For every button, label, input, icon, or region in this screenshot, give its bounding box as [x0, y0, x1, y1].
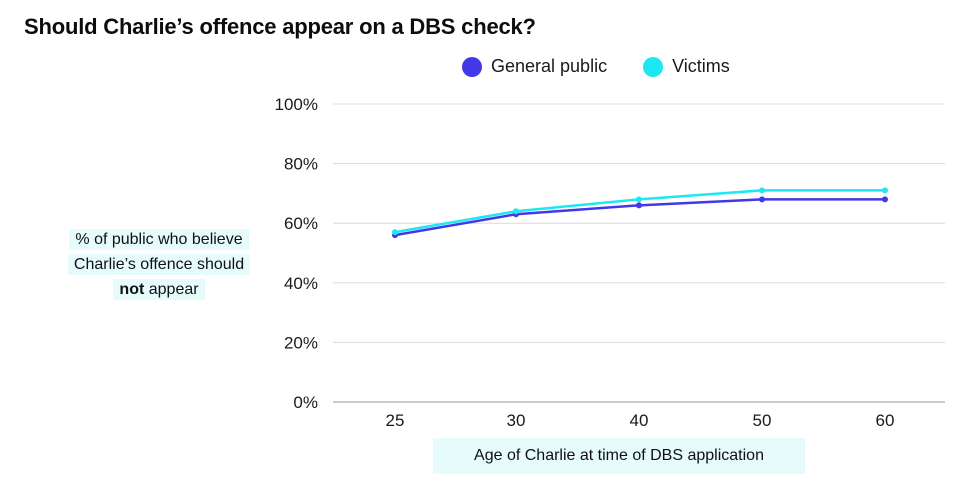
- y-axis-label-line1: % of public who believe: [69, 229, 249, 250]
- y-tick-label: 60%: [284, 214, 318, 233]
- data-point-general-public: [882, 196, 888, 203]
- legend-item-general-public: General public: [462, 56, 607, 77]
- x-tick-label: 50: [753, 411, 772, 430]
- data-point-victims: [636, 196, 642, 203]
- data-point-general-public: [759, 196, 765, 203]
- data-point-victims: [759, 187, 765, 194]
- data-point-general-public: [636, 202, 642, 209]
- y-tick-label: 20%: [284, 333, 318, 352]
- x-axis-label: Age of Charlie at time of DBS applicatio…: [433, 438, 805, 474]
- legend-swatch-general-public: [462, 56, 482, 77]
- y-tick-label: 80%: [284, 155, 318, 174]
- legend-label-victims: Victims: [672, 56, 730, 76]
- legend-item-victims: Victims: [643, 56, 730, 77]
- y-tick-label: 100%: [275, 95, 318, 114]
- legend-swatch-victims: [643, 56, 664, 77]
- x-tick-label: 25: [386, 411, 405, 430]
- legend-label-general-public: General public: [491, 56, 608, 76]
- y-axis-label-line2: Charlie’s offence should: [67, 254, 251, 275]
- y-axis-label-emphasis: not: [119, 281, 145, 298]
- y-axis-label: % of public who believe Charlie’s offenc…: [44, 227, 274, 302]
- legend: General public Victims: [462, 56, 766, 77]
- data-point-victims: [882, 187, 888, 194]
- x-tick-label: 60: [876, 411, 895, 430]
- y-tick-label: 0%: [293, 393, 318, 412]
- data-point-victims: [392, 229, 398, 236]
- y-axis-label-tail: appear: [148, 281, 199, 298]
- x-tick-label: 30: [507, 411, 526, 430]
- chart-title: Should Charlie’s offence appear on a DBS…: [24, 14, 536, 39]
- y-axis-label-line3: not appear: [113, 279, 205, 300]
- y-tick-label: 40%: [284, 274, 318, 293]
- data-point-victims: [513, 208, 519, 215]
- x-tick-label: 40: [630, 411, 649, 430]
